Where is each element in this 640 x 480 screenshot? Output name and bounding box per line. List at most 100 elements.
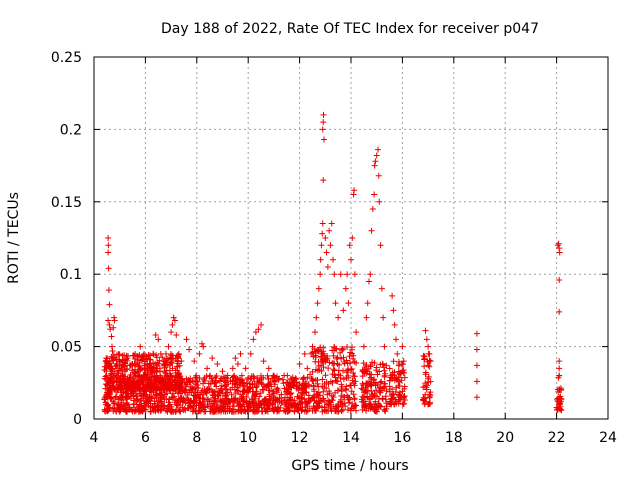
data-point [151, 407, 158, 414]
data-point [183, 379, 190, 386]
data-point [257, 400, 264, 407]
data-point [115, 396, 122, 403]
data-point [149, 364, 156, 371]
data-point [344, 367, 351, 374]
data-point [212, 397, 219, 404]
data-point [365, 365, 372, 372]
data-point [252, 395, 259, 402]
y-tick-label: 0.1 [60, 267, 82, 283]
data-point [309, 343, 316, 350]
data-point [181, 387, 188, 394]
data-point [368, 388, 375, 395]
data-point [329, 379, 336, 386]
data-point [124, 355, 131, 362]
data-point [322, 372, 329, 379]
data-point [111, 400, 118, 407]
data-point [426, 350, 433, 357]
data-point [344, 360, 351, 367]
data-point [144, 398, 151, 405]
data-point [113, 363, 120, 370]
data-point [392, 388, 399, 395]
data-point [169, 390, 176, 397]
data-point [287, 390, 294, 396]
data-point [123, 406, 130, 413]
data-point [422, 327, 429, 334]
data-point [148, 369, 155, 376]
data-point [258, 380, 265, 387]
data-point [367, 381, 374, 388]
data-point [317, 344, 324, 351]
data-point [271, 378, 278, 385]
data-point [374, 371, 381, 378]
data-point [320, 388, 327, 395]
data-point [147, 408, 154, 415]
data-point [424, 358, 431, 365]
data-point [369, 206, 376, 213]
data-point [201, 378, 208, 385]
data-point [309, 407, 316, 414]
data-point [302, 404, 309, 411]
data-point [395, 400, 402, 407]
data-point [177, 395, 184, 402]
data-point [394, 350, 401, 357]
data-point [182, 396, 189, 403]
data-point [554, 242, 561, 249]
data-point [154, 359, 161, 366]
data-point [206, 373, 213, 380]
data-point [173, 363, 180, 370]
data-point [325, 365, 332, 372]
data-point [127, 371, 134, 378]
data-point [173, 401, 180, 408]
data-point [400, 358, 407, 365]
data-point [473, 378, 480, 385]
data-point [212, 379, 219, 386]
data-point [372, 158, 379, 165]
data-point [333, 378, 340, 385]
data-point [343, 374, 350, 381]
chart-title: Day 188 of 2022, Rate Of TEC Index for r… [161, 21, 539, 37]
data-point [135, 363, 142, 370]
data-point [313, 314, 320, 321]
data-point [323, 385, 330, 392]
y-tick-label: 0 [73, 412, 82, 428]
data-point [351, 271, 358, 278]
data-point [315, 285, 322, 292]
data-point [286, 379, 293, 386]
data-point [148, 394, 155, 401]
data-point [425, 373, 432, 380]
data-point [399, 343, 406, 350]
data-point [105, 265, 112, 272]
data-point [286, 406, 293, 413]
data-point [177, 398, 184, 405]
data-point [161, 368, 168, 375]
data-point [120, 377, 127, 384]
data-point [138, 376, 145, 383]
data-point [235, 387, 242, 394]
data-point [108, 365, 115, 372]
data-point [347, 407, 354, 414]
data-point [360, 394, 367, 401]
data-point [312, 329, 319, 336]
data-point [155, 398, 162, 405]
data-point [294, 404, 301, 411]
data-point [401, 393, 408, 400]
data-point [265, 365, 272, 372]
data-point [257, 372, 264, 379]
data-point [401, 374, 408, 381]
data-point [317, 271, 324, 278]
data-point [348, 344, 355, 351]
data-point [195, 408, 202, 415]
data-point [392, 336, 399, 343]
data-point [306, 398, 313, 405]
data-point [151, 373, 158, 380]
data-point [230, 403, 237, 410]
data-point [232, 375, 239, 382]
data-point [367, 271, 374, 278]
data-point [129, 360, 136, 367]
x-tick-label: 16 [393, 430, 411, 446]
data-point [222, 385, 229, 392]
data-point [137, 343, 144, 350]
data-point [209, 389, 216, 396]
data-point [319, 126, 326, 133]
